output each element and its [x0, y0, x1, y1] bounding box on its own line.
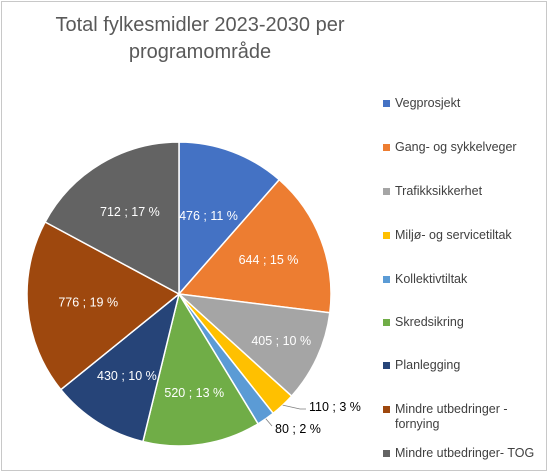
legend-label: Miljø- og servicetiltak	[395, 228, 512, 242]
pie-slice-gang-og-sykkelveger	[177, 178, 332, 314]
legend-swatch	[383, 100, 390, 107]
legend-label: Trafikksikkerhet	[395, 184, 483, 198]
legend-label: Vegprosjekt	[395, 96, 461, 110]
legend-label: Planlegging	[395, 358, 461, 372]
pie-slices	[26, 141, 332, 447]
legend-swatch	[383, 319, 390, 326]
pie-slice-vegprosjekt	[178, 141, 281, 296]
data-label-vegprosjekt: 476 ; 11 %	[179, 209, 238, 223]
data-label-skredsikring: 520 ; 13 %	[164, 386, 224, 400]
chart-title-line-2: programområde	[128, 41, 272, 63]
chart-title-line-1: Total fylkesmidler 2023-2030 per	[55, 14, 345, 36]
data-label-kollektivtiltak: 80 ; 2 %	[275, 422, 321, 436]
legend-label: Gang- og sykkelveger	[395, 140, 517, 154]
leader-line-kollektivtiltak	[265, 418, 273, 427]
data-label-trafikksikkerhet: 405 ; 10 %	[251, 334, 311, 348]
legend-swatch	[383, 362, 390, 369]
legend-label: Mindre utbedringer - fornying	[395, 402, 508, 431]
legend-swatch	[383, 406, 390, 413]
data-label-gang-og-sykkelveger: 644 ; 15 %	[239, 253, 299, 267]
legend-label: Skredsikring	[395, 315, 464, 329]
pie-slice-skredsikring	[141, 292, 260, 447]
legend-swatch	[383, 188, 390, 195]
chart-title: Total fylkesmidler 2023-2030 per program…	[0, 12, 400, 66]
data-label-miljo-og-servicetiltak: 110 ; 3 %	[309, 400, 361, 414]
leader-line-miljo-og-servicetiltak	[282, 404, 306, 410]
pie-data-labels: 476 ; 11 % 644 ; 15 % 405 ; 10 % 110 ; 3 % 8…	[58, 205, 361, 436]
legend-swatch	[383, 450, 390, 457]
legend-label: Kollektivtiltak	[395, 272, 468, 286]
data-label-planlegging: 430 ; 10 %	[97, 369, 157, 383]
legend-swatch	[383, 144, 390, 151]
legend-swatch	[383, 276, 390, 283]
pie-slice-mindre-utbedringer-fornying	[26, 220, 181, 391]
pie-leader-lines	[265, 404, 306, 427]
data-label-mindre-utbedringer-tog: 712 ; 17 %	[100, 205, 160, 219]
data-label-mindre-utbedringer-fornying: 776 ; 19 %	[58, 296, 118, 310]
pie-slice-planlegging	[59, 292, 181, 443]
legend-label: Mindre utbedringer- TOG	[395, 446, 535, 460]
pie-slice-mindre-utbedringer-tog	[44, 141, 180, 296]
pie-slice-trafikksikkerhet	[176, 292, 331, 398]
legend-swatch	[383, 232, 390, 239]
